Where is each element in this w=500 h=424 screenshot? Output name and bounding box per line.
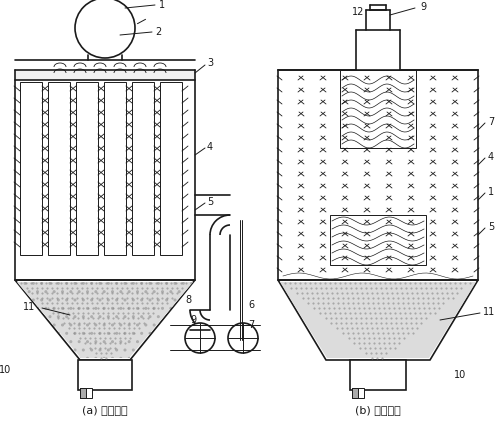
Bar xyxy=(15,70,195,80)
Text: 9: 9 xyxy=(190,315,196,325)
Text: 10: 10 xyxy=(454,370,466,380)
Text: 1: 1 xyxy=(488,187,494,197)
Text: 9: 9 xyxy=(420,2,426,12)
Bar xyxy=(20,82,42,255)
Text: 10: 10 xyxy=(0,365,11,375)
Text: 5: 5 xyxy=(207,197,213,207)
Polygon shape xyxy=(278,280,478,360)
Polygon shape xyxy=(17,282,193,358)
Bar xyxy=(80,388,92,398)
Text: 7: 7 xyxy=(488,117,494,127)
Bar xyxy=(160,82,182,255)
Text: 8: 8 xyxy=(185,295,191,305)
Bar xyxy=(352,388,358,398)
Text: 6: 6 xyxy=(248,300,254,310)
Text: 12: 12 xyxy=(352,7,364,17)
Polygon shape xyxy=(15,280,195,360)
Bar xyxy=(76,82,98,255)
Bar xyxy=(330,215,426,265)
Bar xyxy=(350,360,406,390)
Text: 4: 4 xyxy=(488,152,494,162)
Text: 1: 1 xyxy=(159,0,165,10)
Circle shape xyxy=(185,323,215,353)
Bar xyxy=(132,82,154,255)
Bar xyxy=(78,360,132,390)
Bar xyxy=(104,82,126,255)
Bar xyxy=(48,82,70,255)
Polygon shape xyxy=(280,282,476,358)
Bar xyxy=(352,388,364,398)
Polygon shape xyxy=(17,282,193,358)
Bar xyxy=(80,388,86,398)
Text: 7: 7 xyxy=(248,320,254,330)
Text: 4: 4 xyxy=(207,142,213,152)
Circle shape xyxy=(228,323,258,353)
Circle shape xyxy=(75,0,135,58)
Text: 11: 11 xyxy=(483,307,495,317)
Text: (b) 下进气式: (b) 下进气式 xyxy=(355,405,401,415)
Text: 2: 2 xyxy=(155,27,161,37)
Text: 3: 3 xyxy=(207,58,213,68)
Text: (a) 上进气式: (a) 上进气式 xyxy=(82,405,128,415)
Bar xyxy=(340,70,416,148)
Text: 11: 11 xyxy=(23,302,35,312)
Text: 5: 5 xyxy=(488,222,494,232)
